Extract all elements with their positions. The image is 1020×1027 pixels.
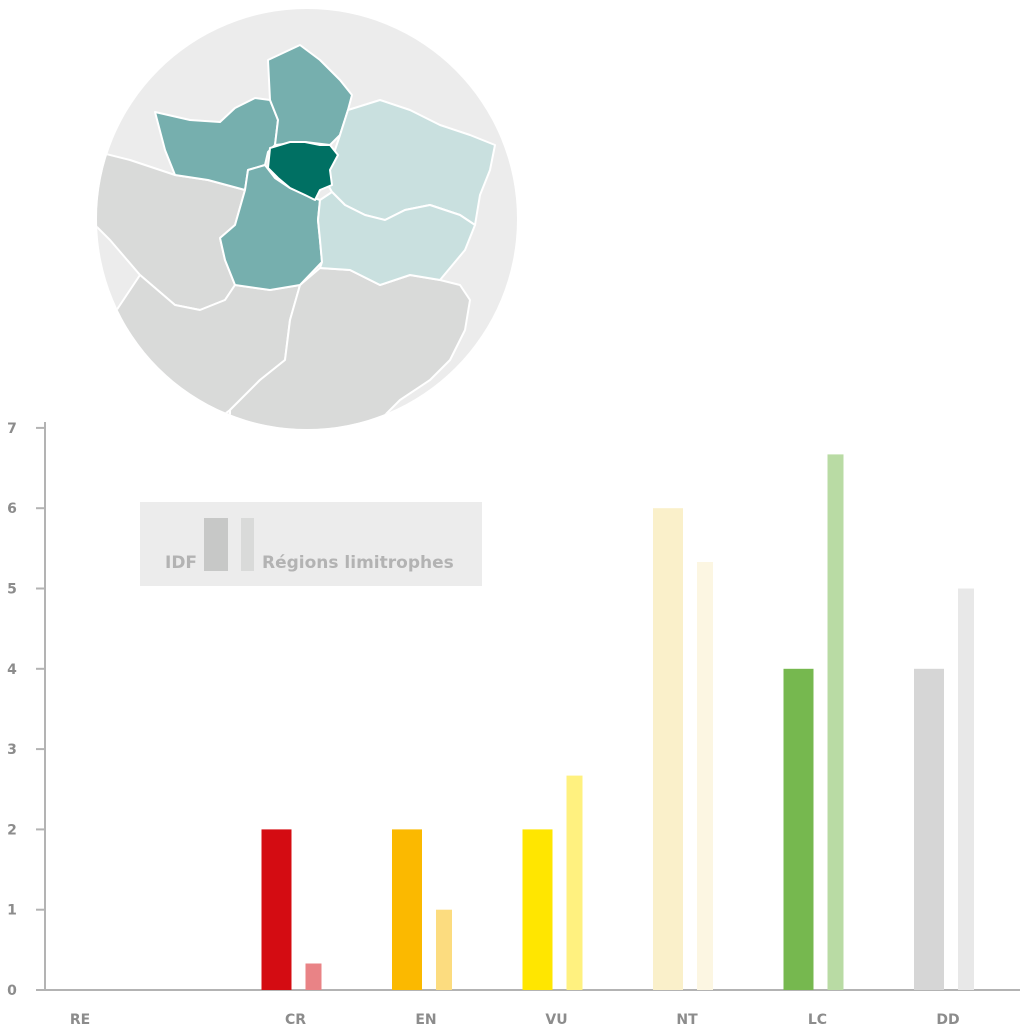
bar-regions-nt (697, 562, 713, 990)
legend-idf-swatch (204, 518, 228, 571)
legend-regions-swatch (241, 518, 254, 571)
bar-regions-lc (827, 454, 844, 990)
legend-idf-label: IDF (165, 553, 197, 573)
bar-idf-dd (914, 668, 944, 990)
x-tick-label: EN (415, 1012, 436, 1027)
y-tick-label: 5 (7, 582, 17, 598)
bar-idf-en (392, 829, 422, 990)
map-region-bourgogne (317, 191, 476, 286)
x-tick-label: NT (676, 1012, 698, 1027)
x-tick-label: DD (936, 1012, 959, 1027)
y-tick-label: 7 (7, 421, 17, 437)
bar-idf-cr (261, 829, 292, 990)
x-tick-label: VU (545, 1012, 567, 1027)
x-tick-label: LC (808, 1012, 827, 1027)
map-region-idf (267, 141, 339, 201)
y-tick-label: 3 (7, 742, 17, 758)
y-tick-label: 2 (7, 822, 17, 838)
bar-idf-vu (522, 829, 553, 990)
legend-regions-label: Régions limitrophes (262, 553, 454, 573)
legend: IDF Régions limitrophes (140, 502, 482, 586)
bar-regions-cr (305, 963, 322, 990)
y-tick-label: 4 (7, 662, 17, 678)
y-axis: 0 1 2 3 4 5 6 7 (7, 421, 46, 999)
bar-regions-dd (958, 588, 974, 990)
y-tick-label: 1 (7, 903, 17, 919)
bars (261, 454, 974, 990)
y-tick-label: 6 (7, 501, 17, 517)
x-tick-label: CR (285, 1012, 306, 1027)
bar-regions-en (436, 909, 452, 990)
x-axis-labels: RECRENVUNTLCDDNA (70, 1012, 960, 1027)
bar-idf-lc (783, 668, 814, 990)
bar-idf-nt (653, 508, 683, 990)
legend-box (140, 502, 482, 586)
x-tick-label: RE (70, 1012, 90, 1027)
y-tick-label: 0 (7, 983, 17, 999)
bar-regions-vu (566, 775, 583, 990)
map-inset (97, 9, 517, 429)
